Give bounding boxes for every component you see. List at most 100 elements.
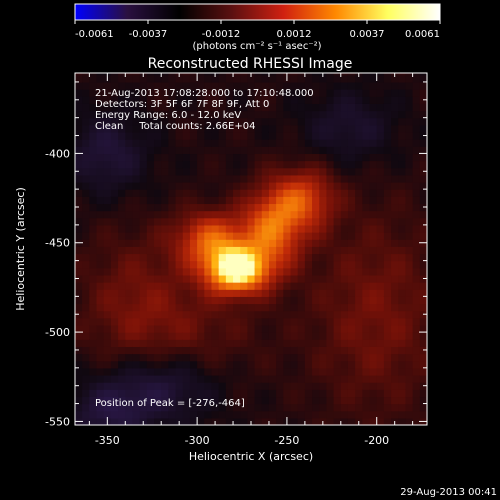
heatmap-cell [225, 396, 234, 405]
heatmap-cell [398, 403, 407, 412]
heatmap-cell [96, 224, 105, 233]
heatmap-cell [412, 274, 421, 283]
heatmap-cell [355, 274, 363, 283]
heatmap-cell [312, 310, 320, 319]
heatmap-cell [118, 239, 126, 247]
heatmap-cell [197, 89, 205, 97]
heatmap-cell [362, 282, 371, 290]
heatmap-cell [369, 96, 378, 104]
heatmap-cell [96, 339, 105, 347]
heatmap-cell [168, 317, 177, 326]
heatmap-cell [268, 246, 277, 255]
heatmap-cell [326, 124, 335, 133]
heatmap-cell [204, 317, 213, 326]
heatmap-cell [146, 389, 155, 398]
heatmap-cell [369, 189, 378, 197]
heatmap-cell [168, 260, 177, 269]
heatmap-cell [405, 96, 414, 104]
heatmap-cell [268, 417, 277, 425]
heatmap-cell [89, 81, 98, 90]
heatmap-cell [419, 81, 427, 90]
heatmap-cell [110, 217, 119, 226]
heatmap-cell [419, 139, 427, 147]
heatmap-cell [419, 389, 427, 398]
heatmap-cell [82, 74, 90, 83]
heatmap-cell [189, 110, 198, 119]
heatmap-cell [175, 367, 184, 376]
heatmap-cell [319, 124, 328, 133]
heatmap-cell [89, 317, 98, 326]
heatmap-cell [319, 324, 328, 333]
heatmap-cell [225, 410, 234, 419]
heatmap-cell [405, 239, 414, 247]
heatmap-cell [240, 260, 248, 269]
heatmap-cell [189, 160, 198, 169]
heatmap-cell [419, 253, 427, 262]
heatmap-cell [261, 73, 270, 76]
heatmap-cell [412, 81, 421, 90]
heatmap-cell [125, 103, 134, 112]
heatmap-cell [218, 296, 227, 305]
heatmap-cell [247, 196, 256, 205]
heatmap-cell [125, 267, 134, 276]
heatmap-cell [304, 89, 313, 97]
heatmap-cell [419, 174, 427, 183]
heatmap-cell [254, 153, 263, 162]
heatmap-cell [340, 253, 349, 262]
heatmap-cell [405, 181, 414, 190]
heatmap-cell [82, 339, 90, 347]
heatmap-cell [161, 196, 169, 205]
heatmap-cell [211, 367, 220, 376]
heatmap-cell [89, 89, 98, 97]
heatmap-cell [383, 246, 392, 255]
heatmap-cell [362, 389, 371, 398]
heatmap-cell [297, 396, 306, 405]
heatmap-cell [290, 73, 299, 76]
heatmap-cell [412, 403, 421, 412]
heatmap-cell [211, 110, 220, 119]
heatmap-cell [268, 139, 277, 147]
heatmap-cell [189, 73, 198, 76]
heatmap-cell [290, 74, 299, 83]
heatmap-cell [276, 110, 284, 119]
heatmap-cell [369, 267, 378, 276]
heatmap-cell [211, 239, 220, 247]
heatmap-cell [254, 410, 263, 419]
heatmap-cell [398, 210, 407, 219]
heatmap-cell [340, 367, 349, 376]
heatmap-cell [297, 124, 306, 133]
heatmap-cell [355, 382, 363, 390]
heatmap-cell [189, 217, 198, 226]
heatmap-cell [211, 246, 220, 255]
heatmap-cell [233, 96, 241, 104]
heatmap-cell [75, 224, 83, 233]
heatmap-cell [333, 167, 342, 176]
heatmap-cell [225, 196, 234, 205]
heatmap-cell [347, 81, 356, 90]
heatmap-cell [211, 282, 220, 290]
heatmap-cell [154, 360, 162, 369]
heatmap-cell [96, 289, 105, 297]
heatmap-cell [276, 403, 284, 412]
heatmap-cell [146, 417, 155, 425]
heatmap-cell [369, 324, 378, 333]
heatmap-cell [276, 282, 284, 290]
heatmap-cell [161, 353, 169, 362]
heatmap-cell [89, 146, 98, 155]
heatmap-cell [333, 232, 342, 240]
heatmap-cell [146, 282, 155, 290]
heatmap-cell [297, 246, 306, 255]
heatmap-cell [261, 317, 270, 326]
heatmap-cell [254, 289, 263, 297]
heatmap-cell [218, 103, 227, 112]
heatmap-cell [139, 260, 148, 269]
heatmap-cell [132, 246, 141, 255]
heatmap-cell [340, 296, 349, 305]
heatmap-cell [304, 417, 313, 425]
y-tick-label: -450 [45, 237, 70, 250]
heatmap-cell [82, 224, 90, 233]
heatmap-cell [419, 153, 427, 162]
heatmap-cell [146, 260, 155, 269]
heatmap-cell [304, 146, 313, 155]
heatmap-cell [240, 224, 248, 233]
